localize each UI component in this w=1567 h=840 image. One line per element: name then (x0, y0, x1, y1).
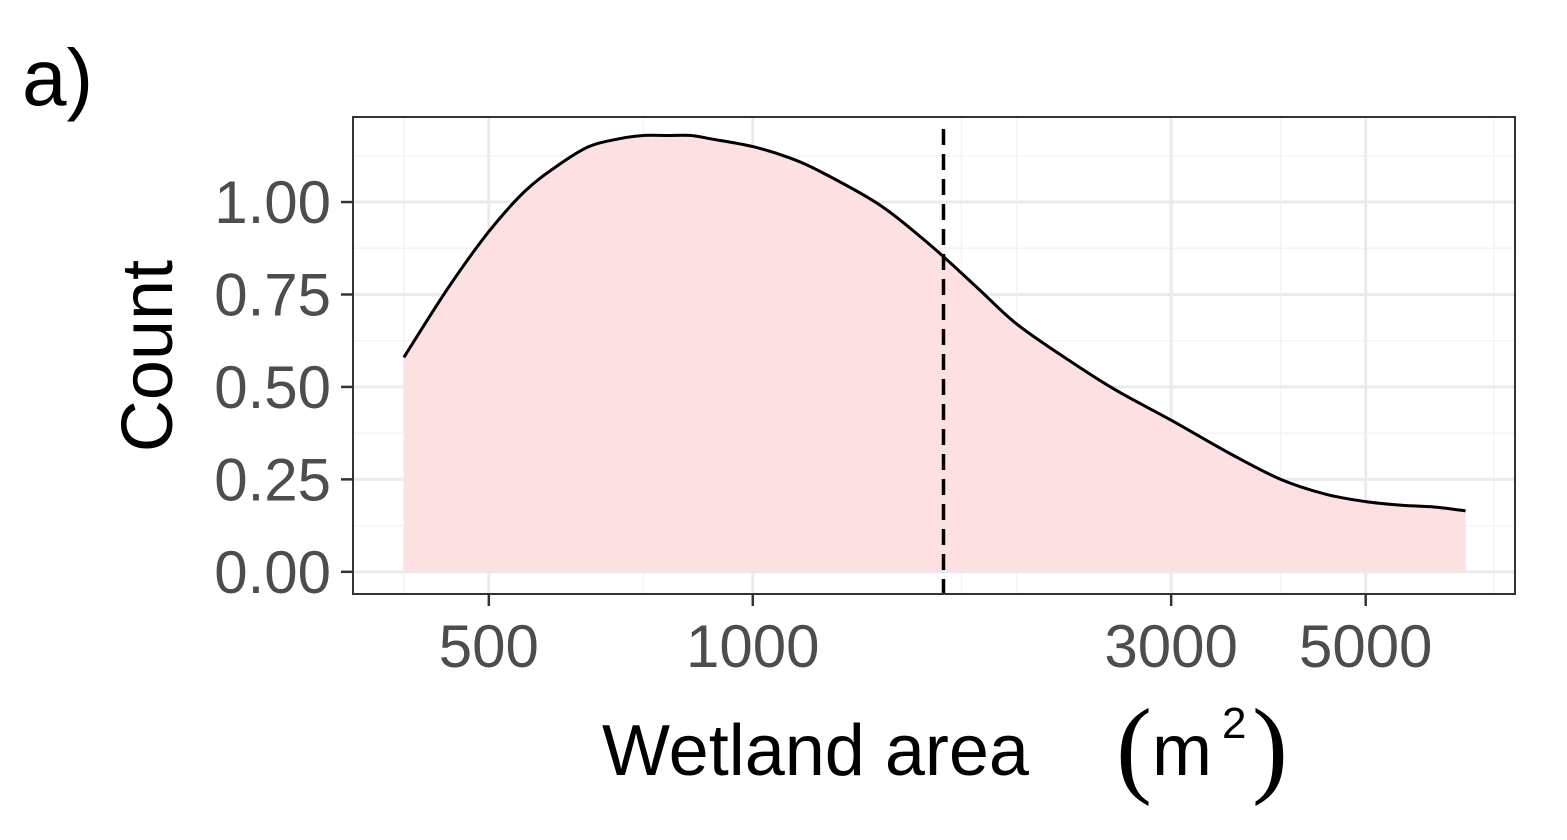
x-axis: 500 1000 3000 5000 (439, 594, 1432, 680)
y-tick-label: 0.75 (214, 261, 331, 328)
x-axis-title-unit: m (1152, 711, 1212, 791)
panel-border (352, 116, 1516, 595)
density-line (402, 133, 1466, 513)
y-tick-label: 0.00 (214, 539, 331, 606)
x-tick-label: 500 (439, 613, 539, 680)
x-axis-title-superscript: 2 (1222, 699, 1246, 748)
x-axis-title-text: Wetland area (602, 711, 1049, 791)
plot-frame (352, 116, 1516, 595)
y-tick-label: 1.00 (214, 169, 331, 236)
x-tick-label: 5000 (1299, 613, 1432, 680)
y-axis-title: Count (108, 260, 188, 452)
x-tick-label: 1000 (686, 613, 819, 680)
density-area (403, 135, 1466, 572)
y-tick-label: 0.50 (214, 354, 331, 421)
y-axis: 0.00 0.25 0.50 0.75 1.00 (214, 169, 353, 606)
x-axis-title: Wetland area ( m 2 ) (602, 688, 1288, 807)
x-axis-title-paren-open: ( (1116, 688, 1152, 807)
x-axis-title-paren-close: ) (1252, 688, 1288, 807)
y-tick-label: 0.25 (214, 446, 331, 513)
density-series (402, 133, 1466, 572)
x-tick-label: 3000 (1104, 613, 1237, 680)
panel-label: a) (22, 33, 93, 122)
